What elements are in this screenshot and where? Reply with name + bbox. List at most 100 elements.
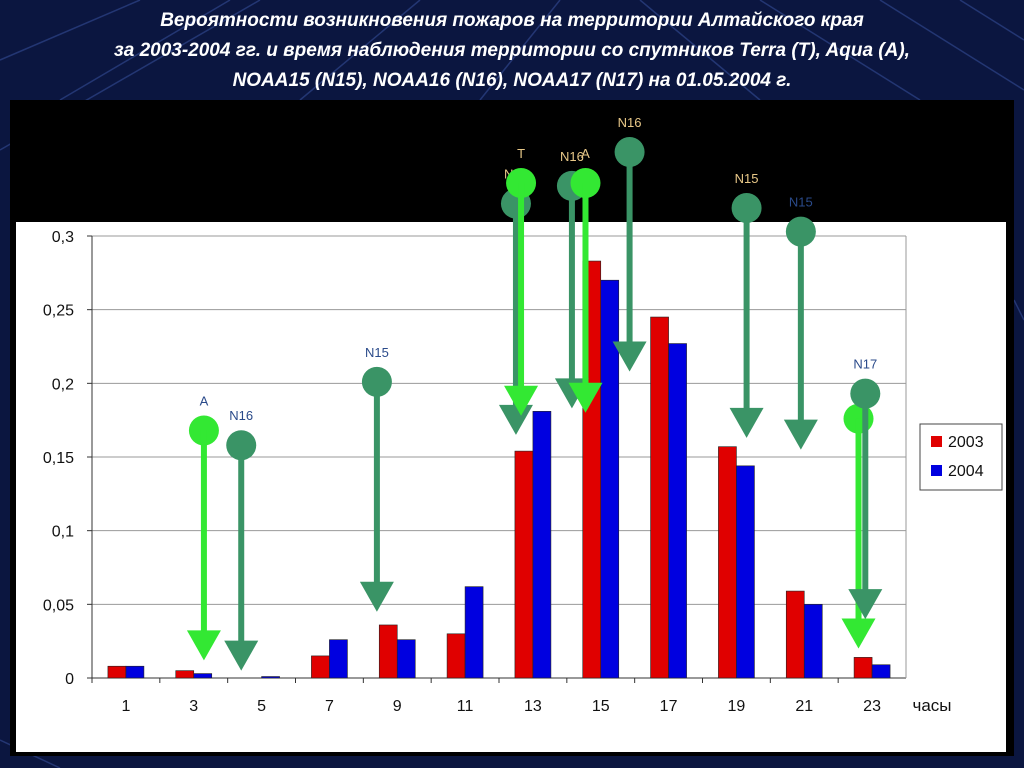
satellite-label: T [517, 146, 525, 161]
arrow-tip [568, 382, 603, 413]
legend-label-2003: 2003 [948, 434, 984, 451]
arrow-tip [498, 404, 533, 435]
satellite-label: N16 [618, 115, 642, 130]
x-tick-label: 11 [457, 698, 474, 715]
y-tick-label: 0,2 [52, 376, 74, 393]
bar-2003-23 [853, 657, 873, 679]
arrow-shaft [518, 182, 525, 388]
bar-2004-19 [736, 465, 755, 679]
y-tick-label: 0,3 [52, 229, 74, 246]
satellite-arrow-N15: N15 [783, 195, 818, 450]
satellite-label: N15 [365, 345, 389, 360]
bar-2004-11 [464, 586, 484, 679]
x-tick-label: 19 [728, 698, 746, 715]
bar-2004-21 [803, 604, 823, 679]
x-axis-label: часы [912, 696, 951, 715]
bar-2004-23 [871, 664, 891, 679]
arrow-tip [504, 385, 539, 416]
x-tick-label: 5 [257, 698, 266, 715]
satellite-label: N16 [229, 408, 253, 423]
arrow-tip [841, 618, 876, 649]
legend-swatch-2004 [931, 465, 942, 476]
x-tick-label: 15 [592, 698, 610, 715]
satellite-arrow-N16: N16 [224, 408, 259, 671]
bar-2004-15 [600, 279, 620, 679]
bar-2003-17 [650, 316, 669, 679]
arrow-shaft [582, 182, 589, 385]
title-line-2: за 2003-2004 гг. и время наблюдения терр… [114, 40, 910, 61]
arrow-shaft [373, 381, 380, 584]
arrow-shaft [238, 445, 245, 643]
satellite-label: N16 [560, 149, 584, 164]
title-line-1: Вероятности возникновения пожаров на тер… [160, 10, 864, 31]
legend-swatch-2003 [931, 436, 942, 447]
arrow-shaft [200, 430, 207, 633]
x-tick-label: 1 [121, 698, 130, 715]
satellite-arrow-N16: N16 [612, 115, 647, 372]
x-tick-label: 3 [189, 698, 198, 715]
x-tick-label: 7 [325, 698, 334, 715]
arrow-shaft [568, 185, 575, 381]
chart-area [16, 222, 1006, 752]
satellite-arrow-A: A [568, 146, 603, 413]
y-tick-label: 0,05 [43, 597, 74, 614]
x-tick-label: 17 [660, 698, 678, 715]
legend-box [919, 423, 1003, 491]
arrow-tip [783, 419, 818, 450]
satellite-arrow-N15: N15 [729, 171, 764, 438]
y-tick-labels: 0 0,05 0,1 0,15 0,2 0,25 0,3 [43, 229, 74, 688]
x-tick-label: 9 [393, 698, 402, 715]
satellite-label: N15 [735, 171, 759, 186]
bar-2004-9 [396, 639, 416, 679]
bar-2003-3 [175, 670, 195, 679]
arrow-tip [186, 630, 221, 661]
title-line-3: NOAA15 (N15), NOAA16 (N16), NOAA17 (N17)… [232, 70, 792, 91]
arrow-tip [848, 589, 883, 620]
bar-2003-19 [718, 446, 737, 679]
arrow-shaft [626, 152, 633, 344]
slide-title: Вероятности возникновения пожаров на тер… [0, 6, 1024, 96]
satellite-arrow-N15: N15 [359, 345, 394, 612]
y-tick-label: 0,1 [52, 524, 74, 541]
satellite-arrow-A: A [186, 393, 221, 661]
y-tick-label: 0,25 [43, 303, 74, 320]
satellite-label: N15 [789, 195, 813, 210]
bar-2004-3 [193, 673, 213, 679]
satellite-label: A [581, 146, 590, 161]
x-tick-label: 23 [863, 698, 881, 715]
legend: 2003 2004 [919, 423, 1003, 491]
satellite-label: N17 [853, 357, 877, 372]
bar-2003-1 [107, 665, 127, 679]
bar-2003-7 [311, 655, 330, 679]
bar-2004-5 [261, 676, 280, 679]
bar-2004-1 [125, 665, 145, 679]
arrow-shaft [512, 203, 519, 407]
satellite-arrows: AN16N15N17TN16AN16N15N15TN17 [186, 115, 883, 671]
arrow-tip [359, 581, 394, 612]
satellite-arrow-T: T [504, 146, 539, 416]
gridlines [92, 235, 906, 605]
legend-label-2004: 2004 [948, 463, 984, 480]
axes [87, 235, 907, 683]
satellite-label: A [200, 393, 209, 408]
satellite-arrow-N17: N17 [848, 357, 883, 620]
arrow-tip [729, 407, 764, 438]
x-tick-labels: 1 3 5 7 9 11 13 15 17 19 21 23 [121, 698, 881, 715]
arrow-tip [612, 341, 647, 372]
bar-2003-13 [514, 450, 534, 679]
bar-2004-13 [532, 411, 552, 679]
x-tick-label: 13 [524, 698, 542, 715]
arrow-shaft [855, 418, 862, 621]
arrow-shaft [797, 231, 804, 422]
y-tick-label: 0 [65, 671, 74, 688]
arrow-shaft [862, 393, 869, 592]
bar-2004-17 [668, 343, 687, 679]
bar-2003-9 [378, 624, 398, 679]
arrow-shaft [743, 208, 750, 410]
bar-2003-21 [785, 590, 805, 679]
arrow-tip [224, 640, 259, 671]
y-tick-label: 0,15 [43, 450, 74, 467]
bar-2004-7 [329, 639, 348, 679]
x-tick-label: 21 [795, 698, 813, 715]
